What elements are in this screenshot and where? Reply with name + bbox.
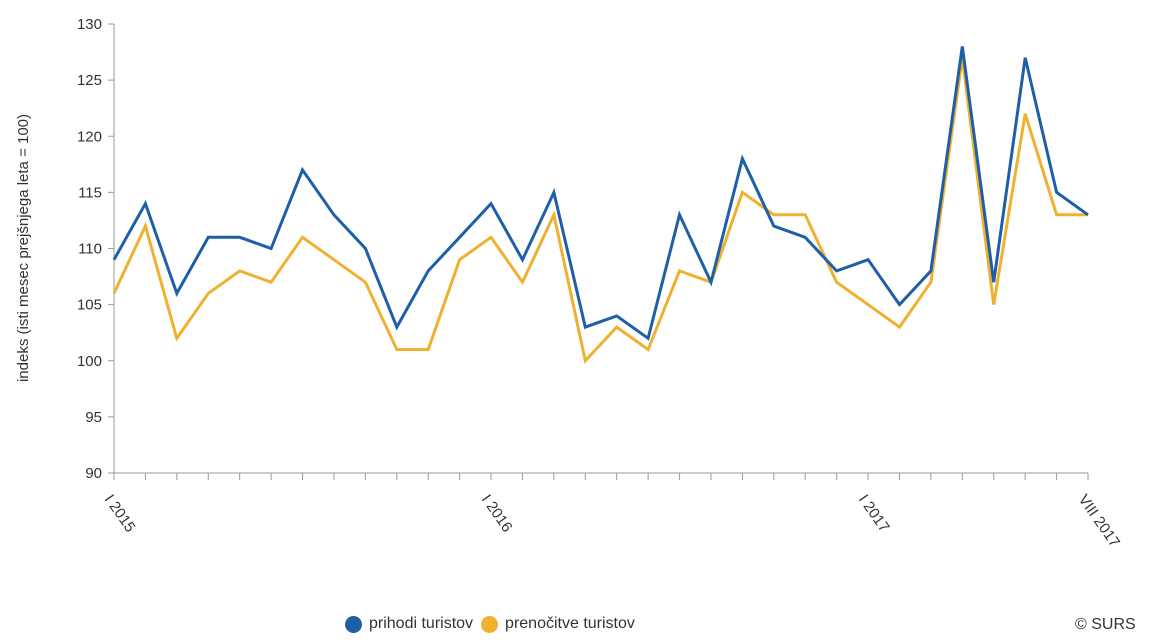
legend-item-prenocitve[interactable]: prenočitve turistov [481, 615, 635, 633]
x-tick-label: I 2015 [101, 492, 139, 536]
y-tick-label: 130 [77, 16, 102, 33]
x-axis: I 2015 I 2016 I 2017 VIII 2017 [101, 472, 1123, 551]
y-tick-label: 110 [78, 241, 102, 258]
legend-label: prihodi turistov [369, 615, 474, 632]
source-credit: © SURS [1075, 616, 1136, 633]
y-tick-label: 90 [85, 465, 102, 482]
x-tick-label: I 2017 [855, 492, 893, 536]
y-tick-label: 100 [77, 353, 102, 370]
x-tick-label: I 2016 [478, 492, 516, 536]
series-line-2 [112, 57, 1088, 364]
legend: prihodi turistov prenočitve turistov [345, 615, 643, 633]
y-tick-label: 105 [77, 297, 102, 314]
x-tick-label: VIII 2017 [1075, 492, 1123, 551]
legend-item-prihodi[interactable]: prihodi turistov [345, 615, 473, 633]
y-tick-label: 95 [85, 409, 102, 426]
y-tick-label: 120 [77, 128, 102, 145]
y-tick-label: 115 [78, 184, 102, 201]
series-group [112, 46, 1089, 364]
y-axis-title: indeks (isti mesec prejšnjega leta = 100… [15, 114, 32, 382]
legend-dot-icon [481, 615, 499, 633]
legend-dot-icon [345, 615, 362, 633]
y-axis: 90 95 100 105 110 115 120 125 130 [77, 16, 115, 482]
legend-label: prenočitve turistov [505, 615, 635, 632]
series-line-1 [112, 46, 1089, 341]
y-tick-label: 125 [77, 72, 102, 89]
